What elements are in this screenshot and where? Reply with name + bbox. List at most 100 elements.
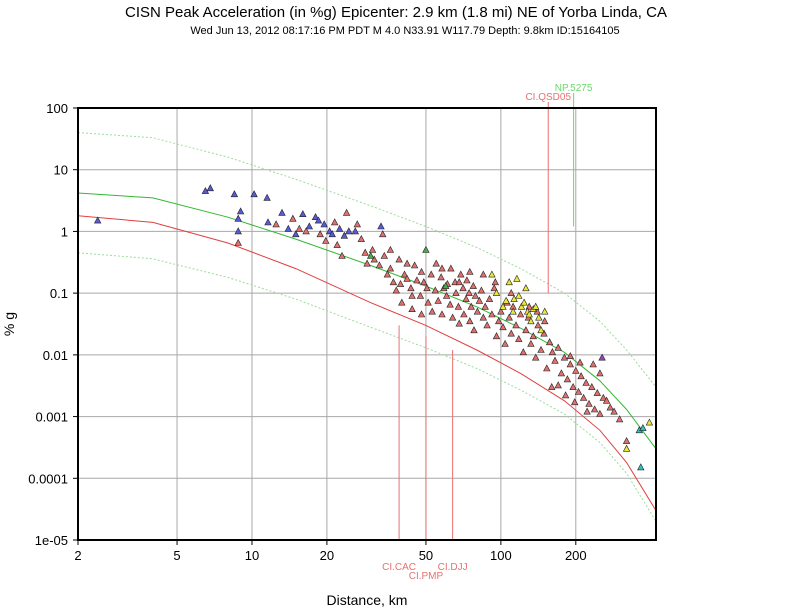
data-point <box>236 207 245 215</box>
data-point <box>495 317 503 325</box>
data-point <box>602 396 611 404</box>
data-point <box>452 288 460 296</box>
data-point <box>345 227 353 235</box>
data-point <box>351 227 359 235</box>
data-point <box>563 375 572 383</box>
data-point <box>501 339 509 347</box>
data-point <box>408 291 416 299</box>
data-point <box>289 214 297 222</box>
data-point <box>596 409 604 417</box>
data-point <box>292 230 300 238</box>
data-point <box>517 302 526 310</box>
data-point <box>548 382 556 390</box>
data-point <box>389 278 398 286</box>
data-point <box>519 348 527 356</box>
data-point <box>410 261 419 269</box>
data-point <box>576 358 584 366</box>
data-point <box>483 321 491 329</box>
data-point <box>610 407 618 415</box>
data-point <box>428 307 436 315</box>
data-point <box>416 291 425 299</box>
y-ticks: 100 10 1 0.1 0.01 0.001 0.0001 1e-05 <box>28 101 78 548</box>
data-point <box>557 369 566 377</box>
data-point <box>516 310 525 318</box>
data-point <box>507 329 515 337</box>
x-tick-label: 5 <box>173 548 180 563</box>
data-point <box>599 393 607 401</box>
data-point <box>438 310 446 318</box>
data-point <box>639 423 647 431</box>
data-point <box>380 251 388 259</box>
data-point <box>407 284 415 292</box>
data-point <box>400 270 409 278</box>
data-point <box>420 278 428 286</box>
data-point <box>469 281 477 289</box>
data-point <box>434 296 442 304</box>
x-tick-label: 200 <box>565 548 587 563</box>
data-point <box>554 381 562 389</box>
data-point <box>408 305 416 312</box>
data-point <box>593 388 601 396</box>
data-point <box>490 284 498 292</box>
data-point <box>502 296 510 304</box>
data-point <box>361 248 369 256</box>
y-tick-label: 1 <box>61 224 68 239</box>
data-point <box>234 238 242 246</box>
grid <box>77 107 656 541</box>
y-tick-label: 100 <box>46 101 68 116</box>
x-tick-label: 10 <box>245 548 259 563</box>
data-point <box>572 366 580 374</box>
data-point <box>234 214 242 222</box>
data-points <box>94 184 654 471</box>
data-point <box>463 276 471 284</box>
data-point <box>488 270 496 278</box>
data-point <box>353 220 361 228</box>
data-point <box>598 353 606 361</box>
curve-median-green <box>78 192 656 450</box>
data-point <box>383 270 392 278</box>
data-point <box>569 382 577 390</box>
data-point <box>448 313 457 321</box>
x-tick-label: 100 <box>490 548 512 563</box>
data-point <box>529 332 537 340</box>
data-point <box>582 378 590 386</box>
data-point <box>527 339 535 347</box>
data-point <box>560 353 569 361</box>
data-point <box>417 267 426 275</box>
data-point <box>234 227 242 235</box>
data-point <box>645 418 654 426</box>
data-point <box>284 224 292 232</box>
data-point <box>398 298 406 306</box>
data-point <box>413 276 421 284</box>
data-point <box>589 360 597 368</box>
data-point <box>505 313 513 321</box>
data-point <box>566 360 574 368</box>
data-point <box>491 278 499 286</box>
plot-frame <box>77 107 657 541</box>
station-label: CI.CAC <box>382 562 416 573</box>
data-point <box>466 317 474 325</box>
data-point <box>537 345 545 353</box>
station-label: CI.QSD05 <box>525 92 571 103</box>
data-point <box>465 288 473 296</box>
data-point <box>367 251 375 259</box>
data-point <box>588 382 596 390</box>
data-point <box>431 286 439 294</box>
data-point <box>525 310 533 318</box>
data-point <box>322 236 330 244</box>
data-point <box>305 222 313 230</box>
y-tick-label: 0.1 <box>50 286 68 301</box>
data-point <box>423 284 431 292</box>
y-tick-label: 0.01 <box>43 348 68 363</box>
data-point <box>403 274 411 282</box>
data-point <box>510 294 518 302</box>
data-point <box>340 231 348 239</box>
data-point <box>622 436 631 444</box>
data-point <box>455 278 463 286</box>
data-point <box>534 321 542 329</box>
data-point <box>532 302 540 310</box>
data-point <box>522 284 530 292</box>
x-tick-label: 20 <box>320 548 334 563</box>
data-point <box>485 294 494 302</box>
